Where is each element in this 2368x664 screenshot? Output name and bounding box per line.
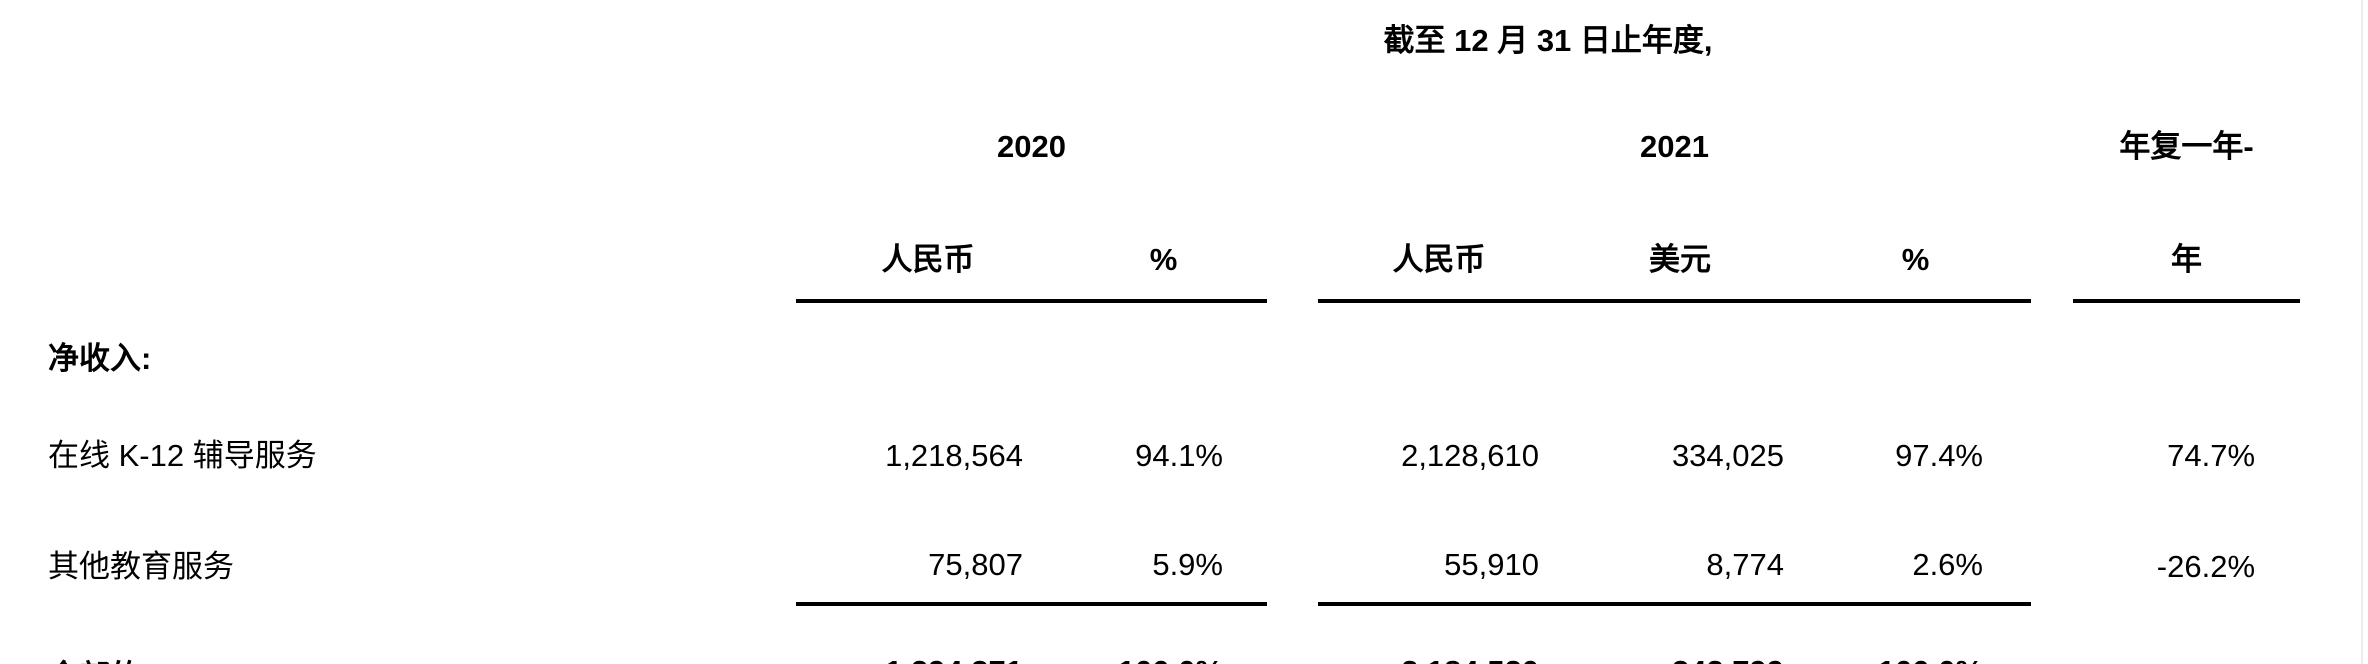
total-2021-usd: 342,799 <box>1560 604 1800 664</box>
spacer-cell <box>2031 604 2073 664</box>
cell-yoy-pct: 74.7% <box>2167 437 2256 473</box>
cell-2021-pct: 97.4% <box>1895 437 1983 473</box>
cell-2020-pct: 94.1% <box>1135 437 1223 473</box>
empty-cell <box>1318 301 1560 388</box>
section-header-row: 净收入: <box>48 301 2300 388</box>
spacer-cell <box>48 167 796 301</box>
empty-cell <box>1800 301 2031 388</box>
header-2021-usd: 美元 <box>1560 167 1800 303</box>
header-2020-rmb: 人民币 <box>796 167 1060 303</box>
total-2021-rmb: 2,184,520 <box>1318 604 1560 664</box>
total-yoy-pct: 68.8% <box>2073 604 2300 664</box>
cell-2021-rmb: 2,128,610 <box>1401 437 1539 473</box>
cell-2021-rmb: 55,910 <box>1318 491 1560 606</box>
spacer-cell <box>1267 301 1318 388</box>
spacer-cell <box>1267 64 1318 167</box>
cell-2021-usd: 334,025 <box>1671 437 1784 473</box>
spacer-cell <box>2031 167 2073 301</box>
year-2021-header: 2021 <box>1640 128 1709 164</box>
header-2020-pct: % <box>1060 167 1267 303</box>
total-2020-rmb: 1,294,371 <box>796 604 1060 664</box>
row-label: 在线 K-12 辅导服务 <box>48 437 317 473</box>
spacer-cell <box>1267 604 1318 664</box>
empty-cell <box>2073 301 2300 388</box>
spacer-cell <box>1267 388 1318 491</box>
spacer-cell <box>2031 301 2073 388</box>
empty-cell <box>1560 301 1800 388</box>
spacer-cell <box>2031 64 2073 167</box>
cell-2020-rmb: 1,218,564 <box>885 437 1023 473</box>
table-row: 在线 K-12 辅导服务 1,218,564 94.1% 2,128,610 3… <box>48 388 2300 491</box>
total-label: 全部的 <box>48 604 796 664</box>
header-2021-pct: % <box>1800 167 2031 303</box>
spacer-cell <box>48 64 796 167</box>
cell-2021-usd: 8,774 <box>1560 491 1800 606</box>
section-header-label: 净收入: <box>48 340 152 376</box>
cell-yoy-pct: -26.2% <box>2156 548 2256 584</box>
year-group-row: 2020 2021 年复一年- <box>48 64 2300 167</box>
column-header-row: 人民币 % 人民币 美元 % 年 <box>48 167 2301 303</box>
table-title: 截至 12 月 31 日止年度, <box>1383 22 1713 58</box>
empty-cell <box>1060 301 1267 388</box>
yoy-header-line2: 年 <box>2073 167 2301 303</box>
cell-2020-pct: 5.9% <box>1060 491 1267 606</box>
table-title-row: 截至 12 月 31 日止年度, <box>48 0 2300 64</box>
spacer-cell <box>2031 491 2073 604</box>
revenue-table: 截至 12 月 31 日止年度, 2020 2021 年复一年- 人民币 % 人… <box>48 0 2301 664</box>
empty-cell <box>796 301 1060 388</box>
cell-2020-rmb: 75,807 <box>796 491 1060 606</box>
table-row: 其他教育服务 75,807 5.9% 55,910 8,774 2.6% -26… <box>48 491 2300 606</box>
spacer-cell <box>2031 388 2073 491</box>
total-row: 全部的 1,294,371 100.0% 2,184,520 342,799 1… <box>48 604 2300 664</box>
spacer-cell <box>1267 167 1318 301</box>
yoy-header-line1: 年复一年- <box>2119 128 2254 164</box>
total-2020-pct: 100.0% <box>1060 604 1267 664</box>
year-2020-header: 2020 <box>997 128 1066 164</box>
page-edge-line <box>2361 0 2363 664</box>
header-2021-rmb: 人民币 <box>1318 167 1560 303</box>
spacer-cell <box>1267 491 1318 604</box>
spacer-cell <box>48 0 796 64</box>
row-label: 其他教育服务 <box>48 548 234 584</box>
cell-2021-pct: 2.6% <box>1800 491 2031 606</box>
total-2021-pct: 100.0% <box>1800 604 2031 664</box>
